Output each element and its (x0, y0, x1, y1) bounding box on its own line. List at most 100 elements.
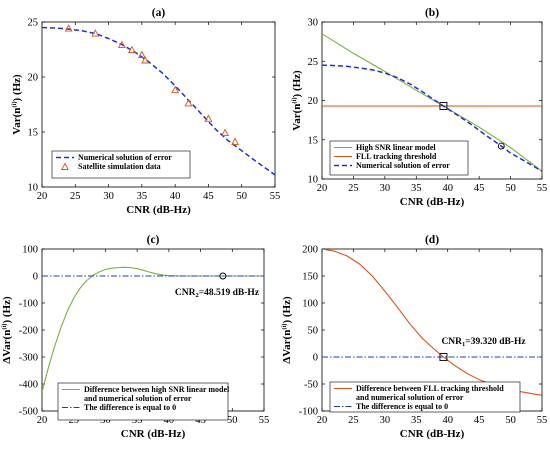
x-tick-label: 50 (227, 415, 238, 426)
x-tick-label: 20 (317, 415, 328, 426)
x-tick-label: 30 (103, 191, 114, 202)
y-tick-label: 100 (22, 245, 38, 256)
marker-circle (219, 272, 227, 280)
y-tick-label: 10 (28, 183, 39, 194)
x-tick-label: 20 (37, 191, 48, 202)
chart-panel-c: (c) 20 25 30 35 40 45 50 55 -500 -400 -300 -200 -100 0… (1, 234, 269, 440)
legend-label: FLL tracking threshold (356, 152, 437, 161)
legend-box (57, 382, 229, 421)
x-tick-label: 50 (505, 415, 516, 426)
x-tick-label: 35 (137, 191, 148, 202)
data-point-triangle (141, 56, 150, 64)
y-tick-label: 30 (308, 18, 319, 29)
legend-label: Numerical solution of error (356, 161, 450, 170)
x-tick-label: 30 (380, 183, 391, 194)
series-line-1 (322, 33, 542, 172)
legend-label: The difference is equal to 0 (356, 402, 448, 411)
y-axis-label: ΔVar(n(i)) (Hz) (281, 296, 293, 364)
legend-label: High SNR linear model (356, 143, 436, 152)
y-tick-label: -50 (304, 380, 318, 391)
x-tick-label: 50 (505, 183, 516, 194)
y-tick-label: 20 (28, 73, 39, 84)
annotation-label: CNR2=48.519 dB-Hz (175, 288, 260, 299)
legend-label: Difference between FLL tracking threshol… (356, 384, 504, 393)
x-tick-label: 55 (537, 415, 548, 426)
legend: Difference between high SNR linear model… (57, 382, 230, 421)
x-tick-label: 25 (348, 183, 359, 194)
plot-area (42, 24, 275, 176)
x-tick-label: 20 (317, 183, 328, 194)
y-axis-label: Var(n(i)) (Hz) (11, 74, 23, 135)
x-tick-label: 45 (203, 191, 214, 202)
legend-swatch (61, 162, 69, 170)
y-tick-label: 25 (308, 57, 319, 68)
x-tick-label: 55 (537, 183, 548, 194)
x-tick-label: 30 (100, 415, 111, 426)
chart-panel-b: (b) 20 25 30 35 40 45 50 55 10 15 20 25 30 CNR (dB-Hz)… (291, 7, 547, 208)
y-tick-label: 25 (28, 18, 39, 29)
legend-box (51, 150, 191, 179)
x-tick-label: 45 (474, 183, 485, 194)
series-line-3 (322, 64, 542, 172)
legend-box (329, 381, 521, 413)
chart-title: (c) (147, 234, 160, 246)
y-tick-label: 100 (302, 299, 318, 310)
data-point-triangle (231, 137, 240, 145)
y-tick-label: -400 (19, 380, 38, 391)
marker-circle (497, 142, 505, 150)
x-tick-label: 45 (195, 415, 206, 426)
x-tick-label: 25 (68, 415, 79, 426)
y-tick-label: 150 (302, 272, 318, 283)
data-point-triangle (184, 98, 193, 107)
legend-label: and numerical solution of error (356, 393, 464, 402)
data-point-triangle (221, 128, 230, 137)
y-tick-label: 0 (313, 353, 318, 364)
x-tick-label: 40 (170, 191, 181, 202)
x-axis-label: CNR (dB-Hz) (121, 428, 186, 440)
legend-label: Numerical solution of error (78, 153, 172, 162)
y-tick-label: 15 (28, 128, 39, 139)
x-axis-label: CNR (dB-Hz) (400, 428, 465, 440)
series-line-1 (42, 26, 275, 176)
data-point-triangle (64, 24, 73, 32)
data-point-triangle (204, 114, 213, 122)
x-tick-label: 45 (474, 415, 485, 426)
y-tick-label: 0 (33, 272, 38, 283)
x-tick-label: 25 (348, 415, 359, 426)
x-tick-label: 55 (270, 191, 281, 202)
y-axis-label: Var(n(i)) (Hz) (291, 70, 303, 131)
y-tick-label: -100 (19, 299, 38, 310)
data-point-triangle (171, 85, 180, 94)
x-tick-label: 35 (132, 415, 143, 426)
plot-frame (41, 21, 276, 188)
chart-panel-a: (a) 20 25 30 35 40 45 50 55 10 15 20 25 CNR (dB-Hz) Va… (11, 7, 280, 216)
legend: Difference between FLL tracking threshol… (329, 381, 521, 413)
chart-title: (b) (425, 7, 439, 19)
legend-label: and numerical solution of error (84, 394, 192, 403)
x-tick-label: 35 (411, 183, 422, 194)
plot-area (322, 33, 542, 172)
data-point-triangle (137, 50, 146, 58)
legend-label: Satellite simulation data (78, 162, 161, 171)
data-point-triangle (117, 40, 126, 49)
x-tick-label: 40 (442, 415, 453, 426)
y-tick-label: -500 (19, 407, 38, 418)
chart-panel-d: (d) 20 25 30 35 40 45 50 55 -100 -50 0 50 100 150 200 CN… (281, 234, 547, 440)
y-tick-label: 10 (308, 175, 319, 186)
x-tick-label: 25 (70, 191, 81, 202)
x-tick-label: 40 (164, 415, 175, 426)
marker-square (439, 102, 448, 110)
x-tick-label: 20 (37, 415, 48, 426)
x-tick-label: 40 (442, 183, 453, 194)
y-tick-label: 20 (308, 96, 319, 107)
y-tick-label: -300 (19, 353, 38, 364)
y-axis-label: ΔVar(n(i)) (Hz) (1, 296, 13, 364)
marker-square (439, 353, 448, 361)
chart-title: (d) (425, 234, 439, 246)
x-tick-label: 35 (411, 415, 422, 426)
y-tick-label: -200 (19, 326, 38, 337)
legend-label: Difference between high SNR linear model (84, 385, 230, 394)
